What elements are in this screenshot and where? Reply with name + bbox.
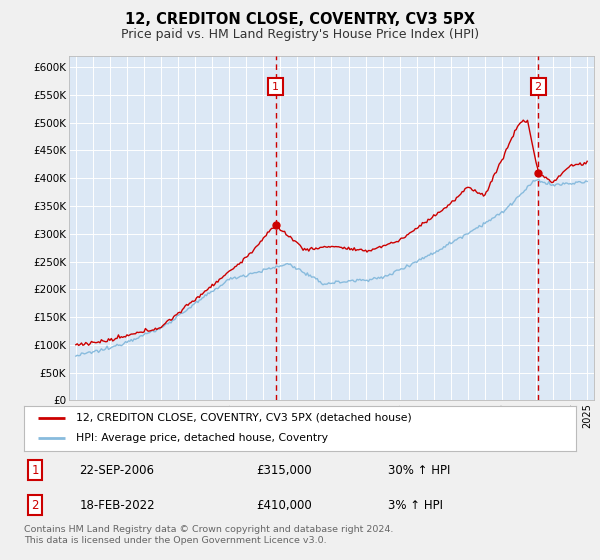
Text: 2: 2 xyxy=(535,82,542,91)
Text: £315,000: £315,000 xyxy=(256,464,311,477)
Text: 12, CREDITON CLOSE, COVENTRY, CV3 5PX (detached house): 12, CREDITON CLOSE, COVENTRY, CV3 5PX (d… xyxy=(76,413,412,423)
Text: 30% ↑ HPI: 30% ↑ HPI xyxy=(388,464,451,477)
Text: 1: 1 xyxy=(272,82,279,91)
Text: Contains HM Land Registry data © Crown copyright and database right 2024.
This d: Contains HM Land Registry data © Crown c… xyxy=(24,525,394,545)
Text: 12, CREDITON CLOSE, COVENTRY, CV3 5PX: 12, CREDITON CLOSE, COVENTRY, CV3 5PX xyxy=(125,12,475,27)
Text: 3% ↑ HPI: 3% ↑ HPI xyxy=(388,499,443,512)
Text: 18-FEB-2022: 18-FEB-2022 xyxy=(79,499,155,512)
Text: HPI: Average price, detached house, Coventry: HPI: Average price, detached house, Cove… xyxy=(76,433,328,444)
Text: 2: 2 xyxy=(31,499,39,512)
Text: 1: 1 xyxy=(31,464,39,477)
Text: 22-SEP-2006: 22-SEP-2006 xyxy=(79,464,154,477)
Text: £410,000: £410,000 xyxy=(256,499,311,512)
Text: Price paid vs. HM Land Registry's House Price Index (HPI): Price paid vs. HM Land Registry's House … xyxy=(121,28,479,41)
